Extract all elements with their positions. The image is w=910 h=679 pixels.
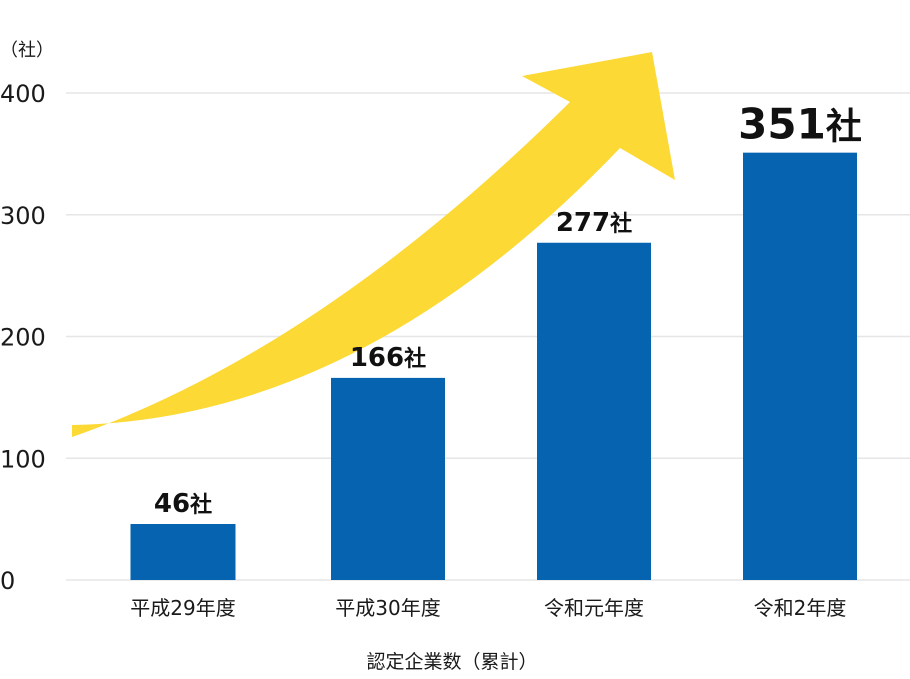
bar xyxy=(743,152,857,580)
data-label-value: 351 xyxy=(738,100,826,149)
y-tick-label: 200 xyxy=(0,324,46,352)
bar xyxy=(537,242,651,580)
y-axis: 0 100 200 300 400 xyxy=(0,80,46,595)
data-label: 277社 xyxy=(556,208,632,238)
y-tick-label: 100 xyxy=(0,445,46,473)
data-label: 166社 xyxy=(350,343,426,373)
data-label-unit: 社 xyxy=(610,211,632,237)
y-tick-label: 300 xyxy=(0,202,46,230)
bar xyxy=(331,377,445,580)
data-label-value: 277 xyxy=(556,208,610,238)
data-label-unit: 社 xyxy=(404,346,426,372)
x-tick-label: 令和元年度 xyxy=(544,596,644,620)
bars xyxy=(130,152,857,580)
chart-caption: 認定企業数（累計） xyxy=(366,651,537,673)
data-label-unit: 社 xyxy=(190,492,212,518)
bar xyxy=(130,523,236,580)
data-label-value: 166 xyxy=(350,343,404,373)
y-unit-label: （社） xyxy=(0,40,54,61)
trend-arrow-layer xyxy=(72,52,675,437)
data-label-value: 46 xyxy=(154,489,190,519)
x-tick-label: 平成30年度 xyxy=(335,596,440,620)
y-tick-label: 0 xyxy=(0,567,15,595)
data-label: 351社 xyxy=(738,100,862,149)
y-tick-label: 400 xyxy=(0,80,46,108)
x-tick-label: 平成29年度 xyxy=(130,596,235,620)
trend-arrow xyxy=(72,52,675,437)
x-tick-label: 令和2年度 xyxy=(754,596,847,620)
data-label-unit: 社 xyxy=(826,107,862,148)
data-label: 46社 xyxy=(154,489,212,519)
x-axis: 平成29年度 平成30年度 令和元年度 令和2年度 xyxy=(130,596,846,620)
